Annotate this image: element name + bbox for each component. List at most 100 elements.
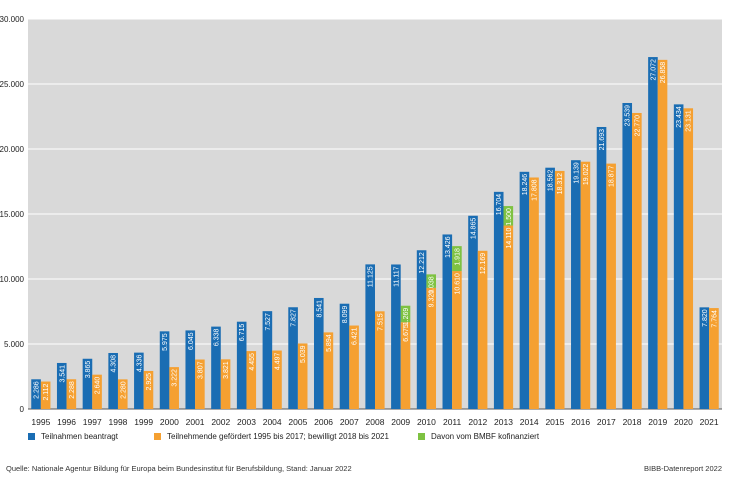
bar-teilnehmende-gefoerdert <box>143 370 154 409</box>
bar-value-label: 14.110 <box>506 227 513 248</box>
y-axis: 0 5.000 10.000 15.000 20.000 25.000 30.000 <box>0 15 25 414</box>
bar-teilnehmende-gefoerdert <box>606 163 616 409</box>
bar-teilnahmen-beantragt <box>493 191 504 409</box>
bar-teilnehmende-gefoerdert <box>169 367 179 409</box>
bar-teilnehmende-gefoerdert <box>683 108 694 409</box>
legend-label: Teilnehmende gefördert 1995 bis 2017; be… <box>167 432 389 441</box>
bar-teilnahmen-beantragt <box>31 379 41 409</box>
x-tick-label: 2010 <box>417 417 436 427</box>
bar-teilnehmende-gefoerdert <box>400 322 411 409</box>
bar-value-label: 1.500 <box>506 208 513 226</box>
bar-value-label: 2.112 <box>43 383 50 400</box>
bar-bmbf-kofinanziert <box>426 274 437 288</box>
bar-value-label: 18.877 <box>609 166 616 188</box>
x-tick-label: 2002 <box>211 417 230 427</box>
bar-teilnahmen-beantragt <box>288 307 298 409</box>
bar-value-label: 6.421 <box>352 327 359 345</box>
bar-teilnehmende-gefoerdert <box>632 112 642 410</box>
x-tick-label: 2004 <box>263 417 282 427</box>
legend-swatch-blue <box>28 433 35 440</box>
bar-value-label: 6.338 <box>213 329 220 347</box>
bar-teilnahmen-beantragt <box>648 57 658 410</box>
bar-teilnahmen-beantragt <box>468 215 478 409</box>
legend-swatch-orange <box>154 433 161 440</box>
x-tick-label: 2021 <box>700 417 719 427</box>
bar-value-label: 3.821 <box>223 361 230 379</box>
bar-teilnahmen-beantragt <box>262 311 273 409</box>
bar-teilnehmende-gefoerdert <box>452 271 462 409</box>
bar-teilnehmende-gefoerdert <box>323 332 334 409</box>
bar-value-label: 4.497 <box>274 352 281 370</box>
bar-value-label: 10.610 <box>454 273 461 295</box>
bar-value-label: 18.246 <box>522 174 529 196</box>
x-tick-label: 2007 <box>340 417 359 427</box>
bar-value-label: 23.434 <box>676 106 683 128</box>
bar-value-label: 5.894 <box>326 334 333 352</box>
bar-value-label: 3.865 <box>85 361 92 379</box>
bar-teilnehmende-gefoerdert <box>554 170 565 409</box>
bar-value-label: 16.704 <box>496 194 503 216</box>
x-tick-label: 1997 <box>83 417 102 427</box>
bar-teilnahmen-beantragt <box>134 352 144 409</box>
bar-teilnahmen-beantragt <box>519 171 530 409</box>
bar-teilnahmen-beantragt <box>442 234 453 409</box>
bar-value-label: 3.541 <box>59 365 66 383</box>
x-tick-label: 2011 <box>443 417 462 427</box>
x-tick-label: 2005 <box>288 417 307 427</box>
bar-value-label: 3.222 <box>172 369 179 387</box>
x-tick-label: 2015 <box>545 417 564 427</box>
x-tick-label: 2001 <box>186 417 205 427</box>
legend-item-kofinanziert: Davon vom BMBF kofinanziert <box>418 432 539 441</box>
bar-teilnehmende-gefoerdert <box>503 225 514 409</box>
bar-value-label: 14.865 <box>471 218 478 240</box>
bar-teilnahmen-beantragt <box>365 264 375 409</box>
bar-teilnehmende-gefoerdert <box>92 374 102 409</box>
bar-value-label: 12.169 <box>480 253 487 275</box>
bar-value-label: 7.827 <box>291 309 298 327</box>
bar-teilnehmende-gefoerdert <box>246 351 257 409</box>
bar-teilnahmen-beantragt <box>313 297 324 409</box>
bar-value-label: 7.515 <box>377 313 384 331</box>
x-tick-label: 1998 <box>109 417 128 427</box>
x-tick-label: 2000 <box>160 417 179 427</box>
bar-teilnahmen-beantragt <box>545 167 555 409</box>
bar-teilnahmen-beantragt <box>159 331 170 409</box>
x-axis: 1995 1996 1997 1998 1999 2000 2001 2002 2003 2004… <box>31 417 718 427</box>
bar-value-label: 2.286 <box>34 381 41 399</box>
bar-teilnahmen-beantragt <box>185 330 196 409</box>
bar-value-label: 22.770 <box>634 115 641 137</box>
bar-teilnahmen-beantragt <box>82 358 93 409</box>
bar-teilnehmende-gefoerdert <box>117 379 128 409</box>
y-tick-label: 15.000 <box>0 210 25 219</box>
bar-value-label: 6.675 <box>403 324 410 342</box>
bar-value-label: 23.131 <box>686 110 693 132</box>
bar-teilnehmende-gefoerdert <box>195 359 205 409</box>
bar-teilnehmende-gefoerdert <box>709 308 719 409</box>
legend: Teilnahmen beantragt Teilnehmende geförd… <box>28 432 718 446</box>
credit-note: BIBB-Datenreport 2022 <box>644 464 722 473</box>
y-tick-label: 0 <box>20 405 25 414</box>
x-tick-label: 2018 <box>623 417 642 427</box>
bar-teilnahmen-beantragt <box>391 264 401 409</box>
x-tick-label: 2014 <box>520 417 539 427</box>
bar-teilnehmende-gefoerdert <box>477 250 488 409</box>
bar-value-label: 5.039 <box>300 345 307 363</box>
bar-value-label: 2.640 <box>95 377 102 395</box>
bar-teilnahmen-beantragt <box>416 250 427 409</box>
bar-value-label: 19.139 <box>573 162 580 184</box>
y-tick-label: 20.000 <box>0 145 25 154</box>
bar-value-label: 21.693 <box>599 129 606 151</box>
bar-value-label: 5.975 <box>162 333 169 351</box>
bar-value-label: 23.539 <box>625 105 632 127</box>
bar-value-label: 13.426 <box>445 236 452 258</box>
bar-teilnahmen-beantragt <box>673 104 684 409</box>
y-tick-label: 5.000 <box>4 340 25 349</box>
bar-value-label: 2.288 <box>69 381 76 399</box>
bar-teilnahmen-beantragt <box>622 102 633 410</box>
bar-value-label: 1.038 <box>429 276 436 294</box>
bar-teilnehmende-gefoerdert <box>272 350 282 409</box>
x-tick-label: 2019 <box>648 417 667 427</box>
chart: 0 5.000 10.000 15.000 20.000 25.000 30.000 2.2… <box>0 15 722 427</box>
bar-teilnahmen-beantragt <box>236 321 247 409</box>
x-tick-label: 2017 <box>597 417 616 427</box>
